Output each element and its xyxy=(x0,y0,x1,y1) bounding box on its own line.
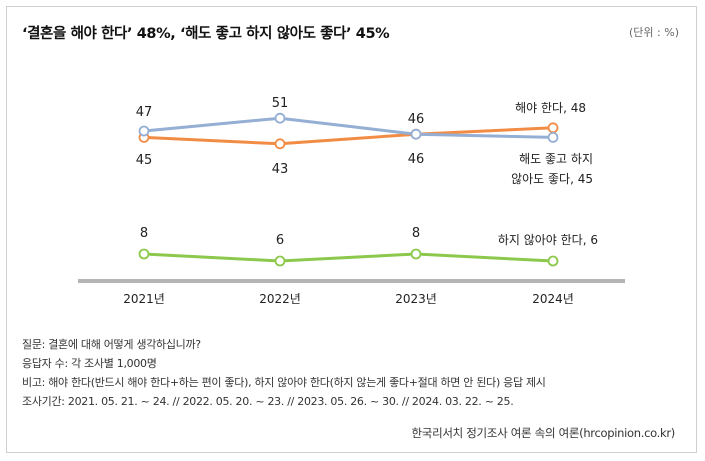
data-label-s1-2: 46 xyxy=(408,112,425,127)
data-label-s2-0: 8 xyxy=(140,226,148,241)
chart-title: ‘결혼을 해야 한다’ 48%, ‘해도 좋고 하지 않아도 좋다’ 45% xyxy=(22,26,390,42)
data-label-s1-0: 47 xyxy=(136,105,153,120)
x-tick-label-1: 2022년 xyxy=(259,292,301,306)
chart-frame xyxy=(6,6,697,453)
data-point-s1-1 xyxy=(274,112,286,124)
source-credit: 한국리서치 정기조사 여론 속의 여론(hrcopinion.co.kr) xyxy=(411,426,676,440)
legend-label-either-1: 해도 좋고 하지 xyxy=(519,152,593,166)
series-line-0 xyxy=(143,126,554,146)
unit-label: (단위 : %) xyxy=(629,26,679,39)
data-point-s1-2 xyxy=(410,128,422,140)
data-label-s2-2: 8 xyxy=(412,226,420,241)
note-remark: 비고: 해야 한다(반드시 해야 한다+하는 편이 좋다), 하지 않아야 한다… xyxy=(22,376,546,389)
note-question: 질문: 결혼에 대해 어떻게 생각하십니까? xyxy=(22,338,201,351)
legend-label-not-marry: 하지 않아야 한다, 6 xyxy=(498,233,598,247)
data-label-s1-1: 51 xyxy=(272,96,289,111)
data-point-s1-0 xyxy=(138,125,150,137)
data-point-s2-0 xyxy=(138,248,150,260)
notes-block: 질문: 결혼에 대해 어떻게 생각하십니까? 응답자 수: 각 조사별 1,00… xyxy=(22,335,546,411)
data-point-s2-1 xyxy=(274,255,286,267)
series-line-1 xyxy=(143,116,554,139)
x-tick-label-3: 2024년 xyxy=(532,292,574,306)
data-point-s1-3 xyxy=(547,131,559,143)
data-point-s2-3 xyxy=(547,255,559,267)
note-sample: 응답자 수: 각 조사별 1,000명 xyxy=(22,357,157,370)
legend-label-either-2: 않아도 좋다, 45 xyxy=(511,172,593,186)
series-line-2 xyxy=(143,252,554,263)
x-tick-label-0: 2021년 xyxy=(123,292,165,306)
data-label-s0-0: 45 xyxy=(136,153,153,168)
data-point-s2-2 xyxy=(410,248,422,260)
data-label-s0-1: 43 xyxy=(272,162,289,177)
data-label-s0-2: 46 xyxy=(408,152,425,167)
data-point-s0-1 xyxy=(274,138,286,150)
legend-label-marry: 해야 한다, 48 xyxy=(515,101,586,115)
data-label-s2-1: 6 xyxy=(276,233,284,248)
x-tick-label-2: 2023년 xyxy=(395,292,437,306)
note-period: 조사기간: 2021. 05. 21. ~ 24. // 2022. 05. 2… xyxy=(22,395,514,408)
data-point-s0-3 xyxy=(547,122,559,134)
